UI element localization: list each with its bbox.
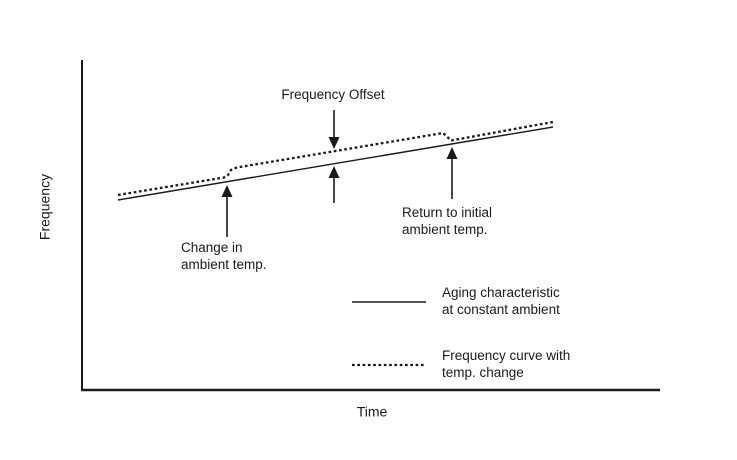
- legend-item-tempcurve-label: Frequency curve with temp. change: [442, 347, 570, 381]
- legend-item-aging-label: Aging characteristic at constant ambient: [442, 284, 560, 318]
- frequency-offset-down-arrow: [328, 110, 340, 149]
- return-ambient-line1: Return to initial: [402, 205, 493, 220]
- change-ambient-line1: Change in: [181, 240, 243, 255]
- y-axis-label: Frequency: [36, 173, 53, 241]
- change-ambient-up-arrow: [221, 185, 233, 237]
- legend-aging-line2: at constant ambient: [442, 302, 560, 317]
- change-ambient-line2: ambient temp.: [181, 257, 267, 272]
- x-axis-label: Time: [356, 403, 388, 420]
- temp-frequency-curve-dotted-line: [117, 120, 554, 197]
- frequency-offset-annotation: Frequency Offset: [281, 87, 385, 102]
- aging-curve-solid-line: [117, 126, 554, 201]
- return-ambient-line2: ambient temp.: [402, 222, 488, 237]
- frequency-offset-up-arrow: [328, 166, 340, 203]
- legend-tempcurve-line2: temp. change: [442, 365, 524, 380]
- legend-tempcurve-line1: Frequency curve with: [442, 348, 571, 363]
- legend-aging-line1: Aging characteristic: [442, 285, 560, 300]
- change-ambient-annotation: Change in ambient temp.: [181, 239, 267, 273]
- return-ambient-annotation: Return to initial ambient temp.: [402, 204, 492, 238]
- return-ambient-up-arrow: [446, 147, 458, 199]
